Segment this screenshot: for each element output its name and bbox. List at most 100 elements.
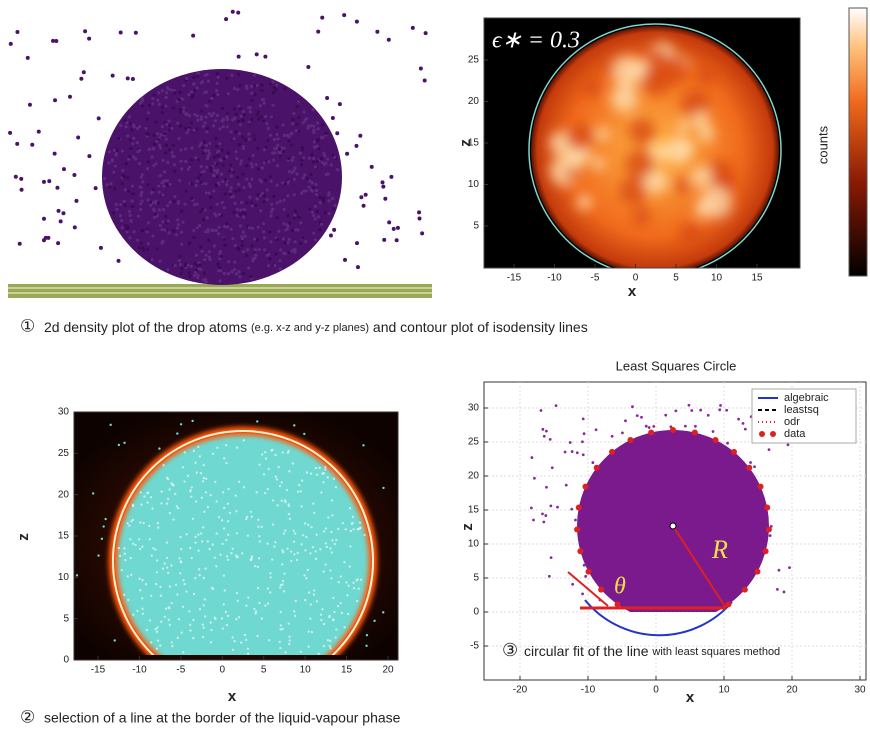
vapour-atom [191, 420, 193, 422]
atom [311, 189, 314, 192]
atom [245, 201, 248, 204]
atom [355, 579, 357, 581]
atom [239, 84, 242, 87]
atom [213, 169, 216, 172]
atom [284, 651, 286, 653]
atom [141, 608, 143, 610]
vapour-atom [320, 16, 324, 20]
atom [258, 557, 260, 559]
atom [271, 104, 274, 107]
atom [312, 161, 315, 164]
atom [217, 263, 220, 266]
atom [335, 628, 337, 630]
atom [305, 577, 307, 579]
vapour-atom [87, 154, 91, 158]
fit-panel: Least Squares Circle R θ algebraicleasts… [459, 358, 866, 706]
atom [276, 164, 279, 167]
data-point [577, 548, 583, 554]
atom [202, 464, 204, 466]
atom [320, 223, 323, 226]
atom [202, 636, 204, 638]
atom [261, 617, 263, 619]
atom [223, 507, 225, 509]
atom [290, 560, 292, 562]
vapour-atom [224, 17, 228, 21]
atom [251, 204, 254, 207]
legend-swatch [759, 431, 765, 437]
atom [126, 522, 128, 524]
vapour-atom [543, 435, 546, 438]
atom [212, 94, 215, 97]
atom [150, 595, 152, 597]
vapour-atom [82, 70, 86, 74]
atom [245, 518, 247, 520]
atom [227, 559, 229, 561]
atom [189, 624, 191, 626]
vapour-atom [359, 195, 363, 199]
atom [196, 127, 199, 130]
atom [256, 238, 259, 241]
x-label: x [228, 688, 237, 705]
atom [121, 226, 124, 229]
x-tick-label: -10 [547, 273, 562, 284]
atom [216, 176, 219, 179]
atom [267, 602, 269, 604]
atom [195, 500, 197, 502]
atom [109, 182, 112, 185]
caption-part: 2d density plot of the drop atoms [44, 319, 247, 335]
atom [137, 246, 140, 249]
atom [178, 255, 181, 258]
atom [328, 212, 331, 215]
atom [250, 162, 253, 165]
atom [307, 630, 309, 632]
atom [181, 98, 184, 101]
atom [229, 190, 232, 193]
atom [183, 480, 185, 482]
atom [282, 252, 285, 255]
atom [344, 528, 346, 530]
atom [324, 466, 326, 468]
atom [225, 462, 227, 464]
center [670, 523, 676, 529]
atom [302, 534, 304, 536]
hot-spot [681, 89, 709, 117]
atom [275, 133, 278, 136]
atom [281, 500, 283, 502]
vapour-atom [544, 514, 547, 517]
vapour-atom [383, 197, 387, 201]
hot-spot [577, 195, 592, 210]
hot-spot [629, 118, 656, 145]
atom [334, 543, 336, 545]
atom [123, 594, 125, 596]
vapour-atom [541, 428, 544, 431]
atom [168, 488, 170, 490]
atom [263, 148, 266, 151]
atom [301, 479, 303, 481]
atom [187, 475, 189, 477]
y-tick-label: 10 [58, 572, 70, 583]
legend-label: algebraic [784, 392, 829, 404]
vapour-atom [769, 534, 772, 537]
vapour-atom [564, 451, 567, 454]
atom [209, 206, 212, 209]
atom [171, 645, 173, 647]
atom [303, 173, 306, 176]
atom [161, 111, 164, 114]
atom [199, 245, 202, 248]
vapour-atom [15, 142, 19, 146]
atom [239, 208, 242, 211]
vapour-atom [664, 414, 667, 417]
atom [234, 202, 237, 205]
atom [198, 574, 200, 576]
atom [339, 602, 341, 604]
atom [203, 511, 205, 513]
atom [162, 464, 164, 466]
vapour-atom [57, 209, 61, 213]
atom [173, 155, 176, 158]
atom [307, 646, 309, 648]
vapour-atom [540, 409, 543, 412]
vapour-atom [396, 226, 400, 230]
atom [157, 91, 160, 94]
atom [123, 203, 126, 206]
hot-spot [582, 78, 601, 97]
